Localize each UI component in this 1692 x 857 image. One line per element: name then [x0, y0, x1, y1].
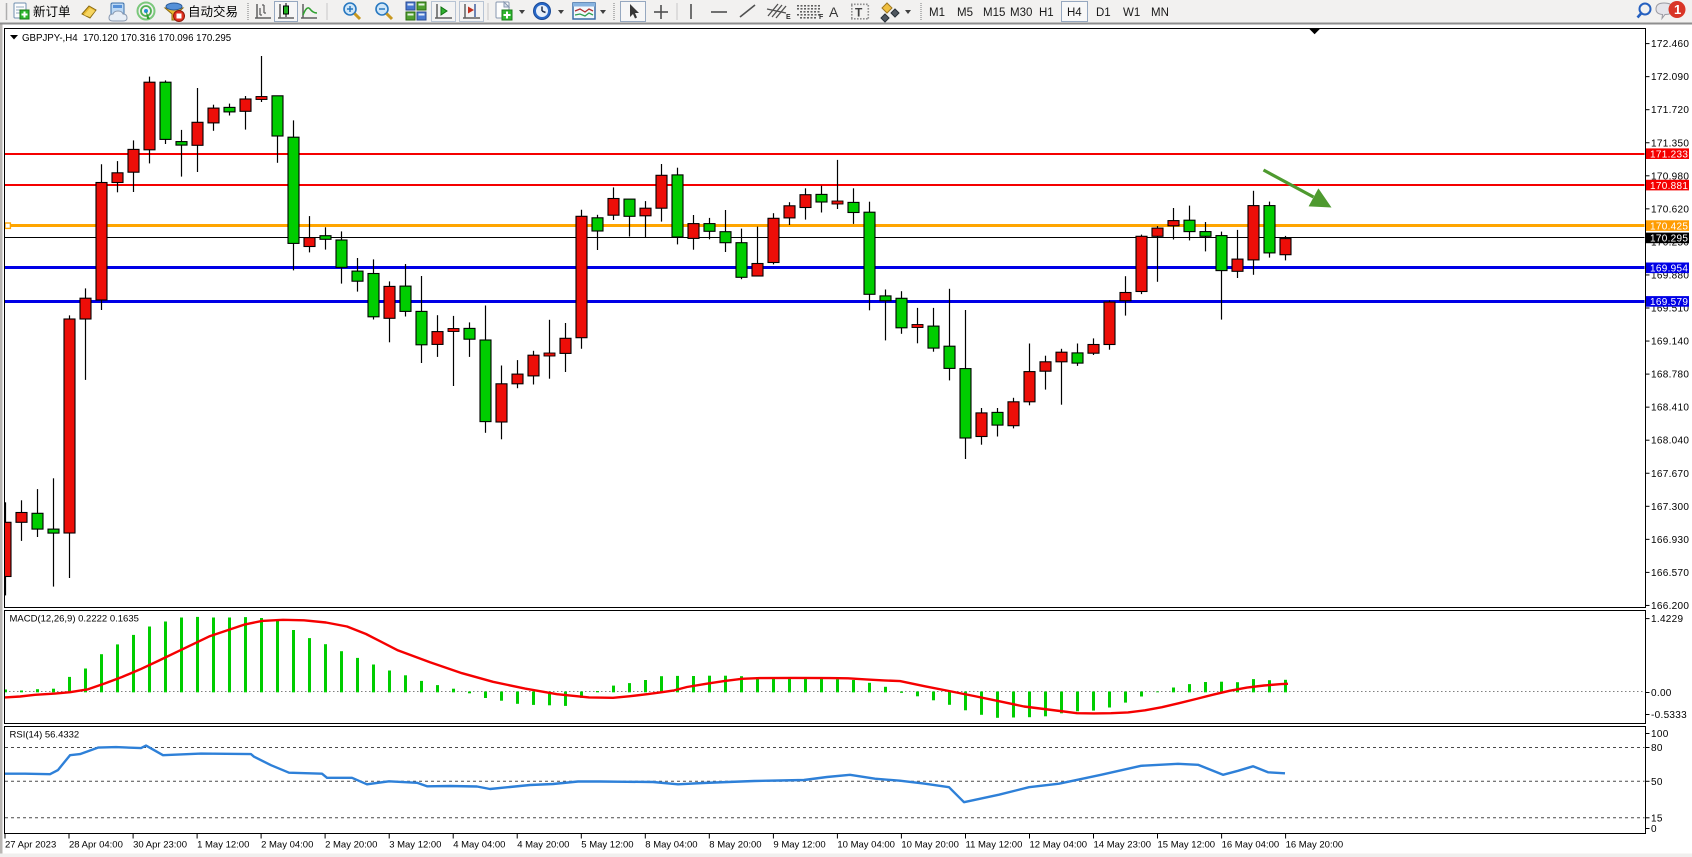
svg-text:170.980: 170.980: [1651, 171, 1689, 182]
svg-text:171.350: 171.350: [1651, 138, 1689, 149]
svg-text:2 May 20:00: 2 May 20:00: [325, 840, 377, 851]
svg-text:GBPJPY-,H4 170.120 170.316 17: GBPJPY-,H4 170.120 170.316 170.096 170.2…: [22, 33, 231, 44]
svg-text:M15: M15: [983, 7, 1005, 19]
svg-text:11 May 12:00: 11 May 12:00: [966, 840, 1023, 851]
svg-text:27 Apr 2023: 27 Apr 2023: [5, 840, 56, 851]
svg-text:16 May 04:00: 16 May 04:00: [1222, 840, 1280, 851]
svg-text:171.233: 171.233: [1650, 150, 1688, 161]
svg-text:M5: M5: [957, 7, 973, 19]
svg-text:8 May 20:00: 8 May 20:00: [709, 840, 761, 851]
svg-text:1: 1: [1674, 2, 1681, 17]
svg-text:170.881: 170.881: [1650, 181, 1688, 192]
svg-text:M1: M1: [929, 7, 945, 19]
svg-text:80: 80: [1651, 743, 1663, 754]
svg-text:1 May 12:00: 1 May 12:00: [197, 840, 249, 851]
svg-text:MACD(12,26,9) 0.2222 0.1635: MACD(12,26,9) 0.2222 0.1635: [10, 614, 139, 625]
svg-text:14 May 23:00: 14 May 23:00: [1094, 840, 1152, 851]
svg-text:171.720: 171.720: [1651, 105, 1689, 116]
svg-text:4 May 20:00: 4 May 20:00: [517, 840, 569, 851]
svg-text:168.040: 168.040: [1651, 436, 1689, 447]
svg-text:15 May 12:00: 15 May 12:00: [1158, 840, 1216, 851]
svg-text:12 May 04:00: 12 May 04:00: [1030, 840, 1088, 851]
svg-text:W1: W1: [1123, 7, 1140, 19]
svg-text:5 May 12:00: 5 May 12:00: [581, 840, 633, 851]
svg-text:28 Apr 04:00: 28 Apr 04:00: [69, 840, 123, 851]
svg-text:169.579: 169.579: [1650, 297, 1688, 308]
svg-text:169.510: 169.510: [1651, 304, 1689, 315]
svg-text:H1: H1: [1039, 7, 1054, 19]
svg-text:172.460: 172.460: [1651, 39, 1689, 50]
svg-text:10 May 20:00: 10 May 20:00: [901, 840, 959, 851]
svg-text:168.410: 168.410: [1651, 403, 1689, 414]
svg-text:170.425: 170.425: [1650, 221, 1688, 232]
svg-text:169.954: 169.954: [1650, 264, 1688, 275]
svg-text:4 May 04:00: 4 May 04:00: [453, 840, 505, 851]
svg-text:170.295: 170.295: [1650, 234, 1688, 245]
svg-text:8 May 04:00: 8 May 04:00: [645, 840, 697, 851]
svg-text:自动交易: 自动交易: [188, 4, 238, 19]
svg-text:166.570: 166.570: [1651, 568, 1689, 579]
svg-text:1.4229: 1.4229: [1651, 614, 1684, 625]
svg-text:100: 100: [1651, 729, 1669, 740]
svg-text:E: E: [786, 14, 791, 21]
svg-text:169.140: 169.140: [1651, 337, 1689, 348]
svg-text:0.00: 0.00: [1651, 688, 1672, 699]
svg-text:50: 50: [1651, 777, 1663, 788]
svg-text:MN: MN: [1151, 7, 1169, 19]
svg-text:166.930: 166.930: [1651, 535, 1689, 546]
svg-text:10 May 04:00: 10 May 04:00: [837, 840, 895, 851]
svg-text:167.300: 167.300: [1651, 502, 1689, 513]
svg-text:-0.5333: -0.5333: [1651, 710, 1687, 721]
svg-text:15: 15: [1651, 813, 1663, 824]
svg-text:新订单: 新订单: [33, 4, 71, 19]
svg-text:167.670: 167.670: [1651, 469, 1689, 480]
svg-text:9 May 12:00: 9 May 12:00: [773, 840, 825, 851]
svg-text:168.780: 168.780: [1651, 370, 1689, 381]
svg-text:30 Apr 23:00: 30 Apr 23:00: [133, 840, 187, 851]
svg-text:F: F: [819, 14, 824, 21]
svg-text:0: 0: [1651, 824, 1657, 835]
svg-text:170.620: 170.620: [1651, 204, 1689, 215]
svg-text:172.090: 172.090: [1651, 72, 1689, 83]
svg-text:3 May 12:00: 3 May 12:00: [389, 840, 441, 851]
svg-text:M30: M30: [1010, 7, 1032, 19]
svg-text:16 May 20:00: 16 May 20:00: [1286, 840, 1344, 851]
svg-text:2 May 04:00: 2 May 04:00: [261, 840, 313, 851]
svg-text:T: T: [855, 6, 863, 20]
svg-text:RSI(14) 56.4332: RSI(14) 56.4332: [10, 730, 80, 741]
svg-text:166.200: 166.200: [1651, 601, 1689, 612]
svg-text:H4: H4: [1067, 7, 1082, 19]
svg-text:A: A: [829, 4, 839, 20]
svg-text:D1: D1: [1096, 7, 1111, 19]
svg-text:169.880: 169.880: [1651, 270, 1689, 281]
